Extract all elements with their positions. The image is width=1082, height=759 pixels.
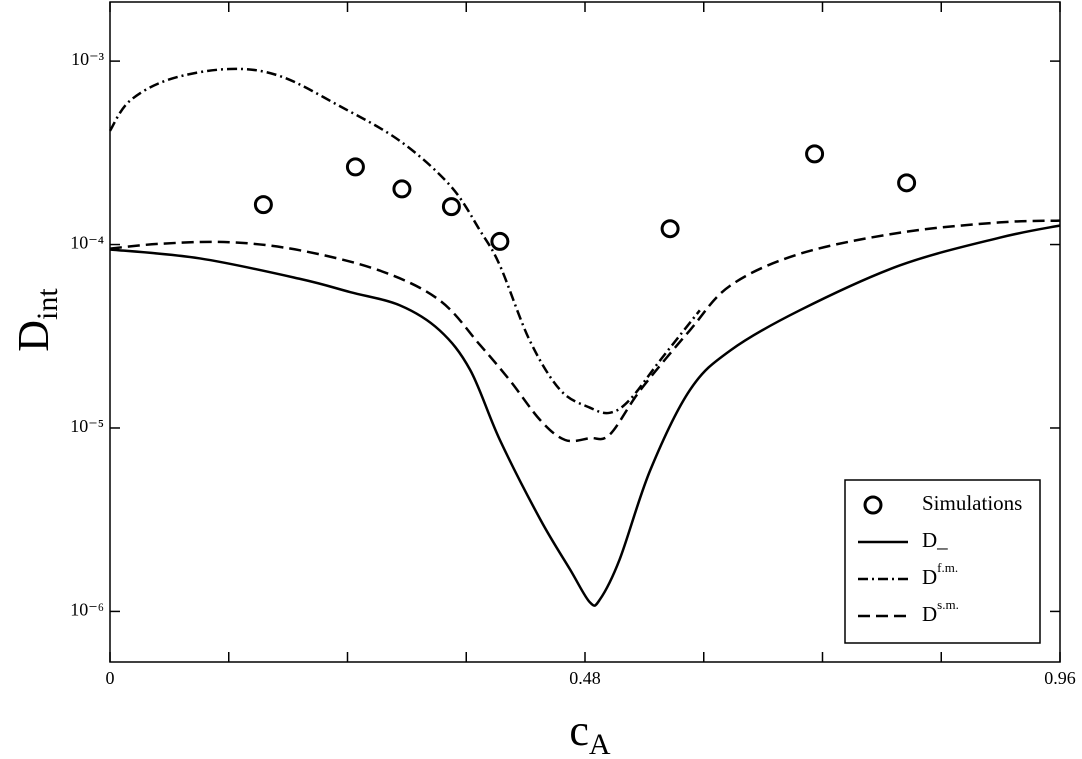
x-label-sub: A <box>589 728 611 759</box>
y-tick-label: 10⁻⁵ <box>70 416 104 436</box>
curve <box>109 224 1061 607</box>
sim-point <box>490 231 510 251</box>
x-axis-label: cA <box>569 706 611 759</box>
x-label-main: c <box>569 706 589 755</box>
legend-label: Simulations <box>922 491 1022 515</box>
sim-point <box>253 195 273 215</box>
sim-point <box>805 144 825 164</box>
sim-point <box>897 173 917 193</box>
legend-name: D <box>922 602 937 626</box>
x-tick-label: 0.48 <box>569 668 601 688</box>
legend-label: Df.m. <box>922 560 958 589</box>
y-axis-label: Dint <box>9 288 64 352</box>
legend-label: Ds.m. <box>922 597 959 626</box>
x-tick-label: 0 <box>106 668 115 688</box>
sim-point <box>392 179 412 199</box>
legend-label: D_ <box>922 528 948 552</box>
curve <box>109 219 1061 443</box>
legend-marker <box>863 495 883 515</box>
x-tick-label: 0.96 <box>1044 668 1076 688</box>
legend-name: D <box>922 565 937 589</box>
legend-sup: s.m. <box>937 597 959 612</box>
sim-point <box>441 197 461 217</box>
legend-name: D_ <box>922 528 948 552</box>
y-tick-label: 10⁻⁶ <box>70 600 104 620</box>
sim-point <box>660 219 680 239</box>
y-label-main: D <box>9 320 58 352</box>
legend-name: Simulations <box>922 491 1022 515</box>
y-tick-label: 10⁻³ <box>71 49 105 69</box>
y-label-sub: int <box>31 288 64 320</box>
curve <box>108 67 701 415</box>
legend-sup: f.m. <box>937 560 958 575</box>
sim-point <box>345 157 365 177</box>
y-tick-label: 10⁻⁴ <box>70 233 104 253</box>
